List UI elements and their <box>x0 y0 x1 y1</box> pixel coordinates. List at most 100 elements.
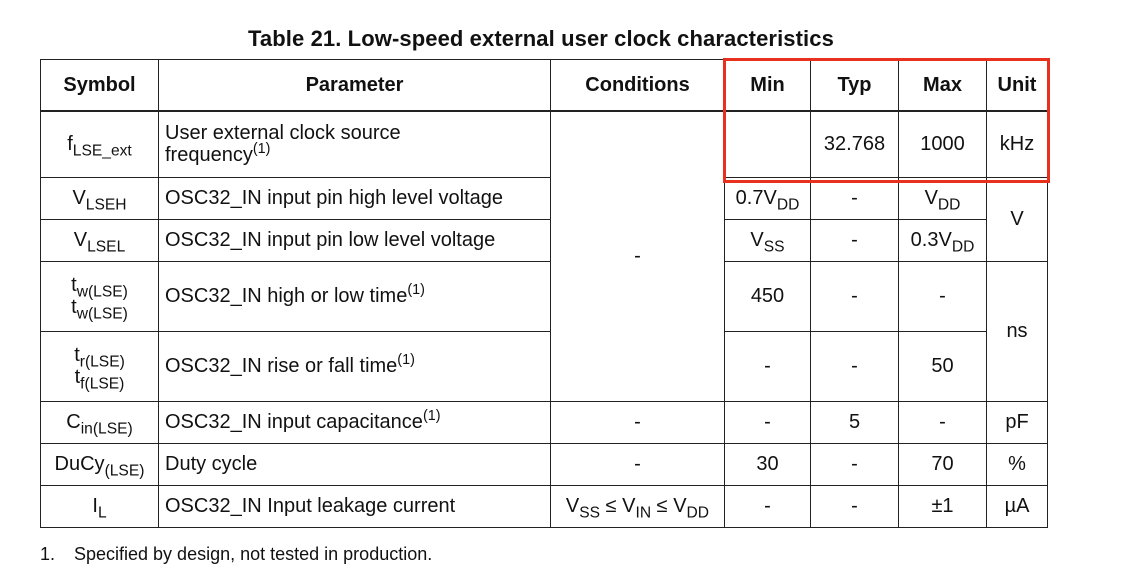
parameter-text: OSC32_IN rise or fall time <box>165 354 398 377</box>
symbol-text: DuCy <box>54 452 105 475</box>
header-max: Max <box>898 59 987 112</box>
parameter-cell: OSC32_IN high or low time(1) <box>158 260 551 332</box>
unit-cell: V <box>986 176 1048 262</box>
unit-cell: ns <box>986 260 1048 402</box>
parameter-text: OSC32_IN input capacitance <box>165 410 423 433</box>
max-cell: ±1 <box>898 484 987 528</box>
condition-subscript: DD <box>686 503 710 521</box>
value-subscript: DD <box>951 237 975 255</box>
min-cell: 0.7VDD <box>724 176 811 220</box>
min-cell: VSS <box>724 218 811 262</box>
symbol-cell: VLSEL <box>40 218 159 262</box>
typ-cell: - <box>810 330 899 402</box>
value-text: 0.3V <box>910 228 952 251</box>
parameter-cell: Duty cycle <box>158 442 551 486</box>
table-title: Table 21. Low-speed external user clock … <box>248 26 834 51</box>
value-text: V <box>750 228 764 251</box>
condition-subscript: IN <box>635 503 652 521</box>
max-cell: 50 <box>898 330 987 402</box>
conditions-cell: VSS ≤ VIN ≤ VDD <box>550 484 725 528</box>
table-row: fLSE_ext User external clock source freq… <box>40 110 1048 402</box>
max-cell: - <box>898 400 987 444</box>
typ-cell: 32.768 <box>810 110 899 178</box>
max-cell: 70 <box>898 442 987 486</box>
unit-cell: % <box>986 442 1048 486</box>
footnote-text: Specified by design, not tested in produ… <box>74 544 433 564</box>
max-cell: VDD <box>898 176 987 220</box>
footnote-ref: (1) <box>407 281 425 298</box>
table-row: tr(LSE) tf(LSE) OSC32_IN rise or fall ti… <box>40 330 1048 402</box>
typ-cell: - <box>810 218 899 262</box>
symbol-text: t <box>74 344 80 366</box>
symbol-text: V <box>73 228 88 251</box>
symbol-text: t <box>71 296 77 318</box>
symbol-text: t <box>74 366 81 388</box>
header-unit: Unit <box>986 59 1048 112</box>
min-cell: - <box>724 400 811 444</box>
symbol-cell: fLSE_ext <box>40 110 159 178</box>
symbol-subscript: f(LSE) <box>80 375 125 393</box>
min-cell: - <box>724 330 811 402</box>
symbol-text: C <box>66 410 81 433</box>
condition-operator: ≤ <box>600 494 623 517</box>
symbol-subscript: LSE_ext <box>72 142 132 160</box>
unit-cell: kHz <box>986 110 1048 178</box>
condition-text: V <box>565 494 580 517</box>
condition-text: V <box>622 494 636 517</box>
footnote-ref: (1) <box>397 351 415 368</box>
symbol-subscript: w(LSE) <box>76 283 128 301</box>
unit-cell: µA <box>986 484 1048 528</box>
unit-cell: pF <box>986 400 1048 444</box>
clock-characteristics-table: Symbol Parameter Conditions Min Typ Max … <box>40 59 1048 528</box>
symbol-cell: tr(LSE) tf(LSE) <box>40 330 159 402</box>
symbol-line1: tr(LSE) <box>47 344 152 370</box>
min-cell: - <box>724 484 811 528</box>
symbol-cell: Cin(LSE) <box>40 400 159 444</box>
parameter-cell: OSC32_IN rise or fall time(1) <box>158 330 551 402</box>
min-cell <box>724 110 811 178</box>
table-row: Cin(LSE) OSC32_IN input capacitance(1) -… <box>40 400 1048 444</box>
symbol-subscript: in(LSE) <box>80 419 133 437</box>
parameter-cell: OSC32_IN input capacitance(1) <box>158 400 551 444</box>
table-row: tw(LSE) tw(LSE) OSC32_IN high or low tim… <box>40 260 1048 402</box>
symbol-subscript: w(LSE) <box>76 305 128 323</box>
footnote-ref: (1) <box>252 141 271 158</box>
header-typ: Typ <box>810 59 899 112</box>
symbol-line1: tw(LSE) <box>47 274 152 300</box>
max-cell: 1000 <box>898 110 987 178</box>
parameter-cell: OSC32_IN Input leakage current <box>158 484 551 528</box>
condition-operator: ≤ <box>651 494 674 517</box>
parameter-text-line2: frequency(1) <box>165 141 544 167</box>
parameter-text-line1: User external clock source <box>165 122 401 145</box>
parameter-cell: OSC32_IN input pin high level voltage <box>158 176 551 220</box>
footnote-number: 1. <box>40 544 56 564</box>
symbol-subscript: L <box>97 503 107 521</box>
symbol-line2: tw(LSE) <box>47 296 152 322</box>
symbol-text: t <box>71 274 77 296</box>
conditions-cell: - <box>550 442 725 486</box>
symbol-text: f <box>67 132 73 155</box>
symbol-subscript: LSEL <box>87 237 126 255</box>
conditions-cell: - <box>550 400 725 444</box>
table-row: VLSEL OSC32_IN input pin low level volta… <box>40 218 1048 262</box>
parameter-text: OSC32_IN high or low time <box>165 284 408 307</box>
parameter-text: frequency <box>165 144 253 167</box>
symbol-cell: DuCy(LSE) <box>40 442 159 486</box>
max-cell: - <box>898 260 987 332</box>
header-row: Symbol Parameter Conditions Min Typ Max … <box>40 59 1048 112</box>
parameter-cell: User external clock source frequency(1) <box>158 110 551 178</box>
footnote-ref: (1) <box>422 407 441 424</box>
value-text: 0.7V <box>735 186 777 209</box>
shared-condition-cell: - <box>550 110 725 402</box>
max-cell: 0.3VDD <box>898 218 987 262</box>
typ-cell: - <box>810 176 899 220</box>
symbol-cell: IL <box>40 484 159 528</box>
symbol-cell: VLSEH <box>40 176 159 220</box>
symbol-text: I <box>92 494 98 517</box>
table-row: DuCy(LSE) Duty cycle - 30 - 70 % <box>40 442 1048 486</box>
typ-cell: 5 <box>810 400 899 444</box>
symbol-subscript: LSEH <box>85 195 127 213</box>
typ-cell: - <box>810 260 899 332</box>
value-subscript: DD <box>937 195 961 213</box>
typ-cell: - <box>810 484 899 528</box>
